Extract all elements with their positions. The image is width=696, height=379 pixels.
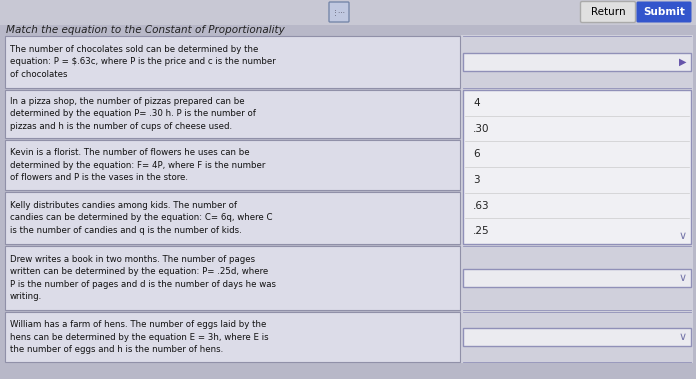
Bar xyxy=(463,328,691,346)
Text: Drew writes a book in two months. The number of pages
written can be determined : Drew writes a book in two months. The nu… xyxy=(10,255,276,301)
Text: 4: 4 xyxy=(473,98,480,108)
Text: Kelly distributes candies among kids. The number of
candies can be determined by: Kelly distributes candies among kids. Th… xyxy=(10,201,273,235)
Bar xyxy=(463,90,691,244)
Text: .30: .30 xyxy=(473,124,489,133)
Text: ∨: ∨ xyxy=(679,231,687,241)
Text: Match the equation to the Constant of Proportionality: Match the equation to the Constant of Pr… xyxy=(6,25,285,35)
Text: 3: 3 xyxy=(473,175,480,185)
Text: The number of chocolates sold can be determined by the
equation: P = $.63c, wher: The number of chocolates sold can be det… xyxy=(10,45,276,79)
Bar xyxy=(5,36,460,88)
Bar xyxy=(5,140,460,190)
Text: .25: .25 xyxy=(473,226,489,236)
Text: In a pizza shop, the number of pizzas prepared can be
determined by the equation: In a pizza shop, the number of pizzas pr… xyxy=(10,97,256,131)
Text: Submit: Submit xyxy=(643,7,685,17)
Bar xyxy=(5,312,460,362)
Text: ▶: ▶ xyxy=(679,57,687,67)
Bar xyxy=(5,90,460,138)
Text: 6: 6 xyxy=(473,149,480,159)
Bar xyxy=(5,192,460,244)
Bar xyxy=(463,53,691,71)
Text: .63: .63 xyxy=(473,200,489,210)
Text: William has a farm of hens. The number of eggs laid by the
hens can be determine: William has a farm of hens. The number o… xyxy=(10,320,269,354)
Bar xyxy=(5,246,460,310)
Text: ∨: ∨ xyxy=(679,332,687,342)
Text: ⋮⋯: ⋮⋯ xyxy=(332,9,346,15)
Bar xyxy=(463,269,691,287)
Text: Kevin is a florist. The number of flowers he uses can be
determined by the equat: Kevin is a florist. The number of flower… xyxy=(10,148,265,182)
Bar xyxy=(0,0,696,25)
Bar xyxy=(461,35,693,363)
Text: Return: Return xyxy=(591,7,625,17)
FancyBboxPatch shape xyxy=(637,2,692,22)
Text: ∨: ∨ xyxy=(679,273,687,283)
FancyBboxPatch shape xyxy=(329,2,349,22)
FancyBboxPatch shape xyxy=(580,2,635,22)
